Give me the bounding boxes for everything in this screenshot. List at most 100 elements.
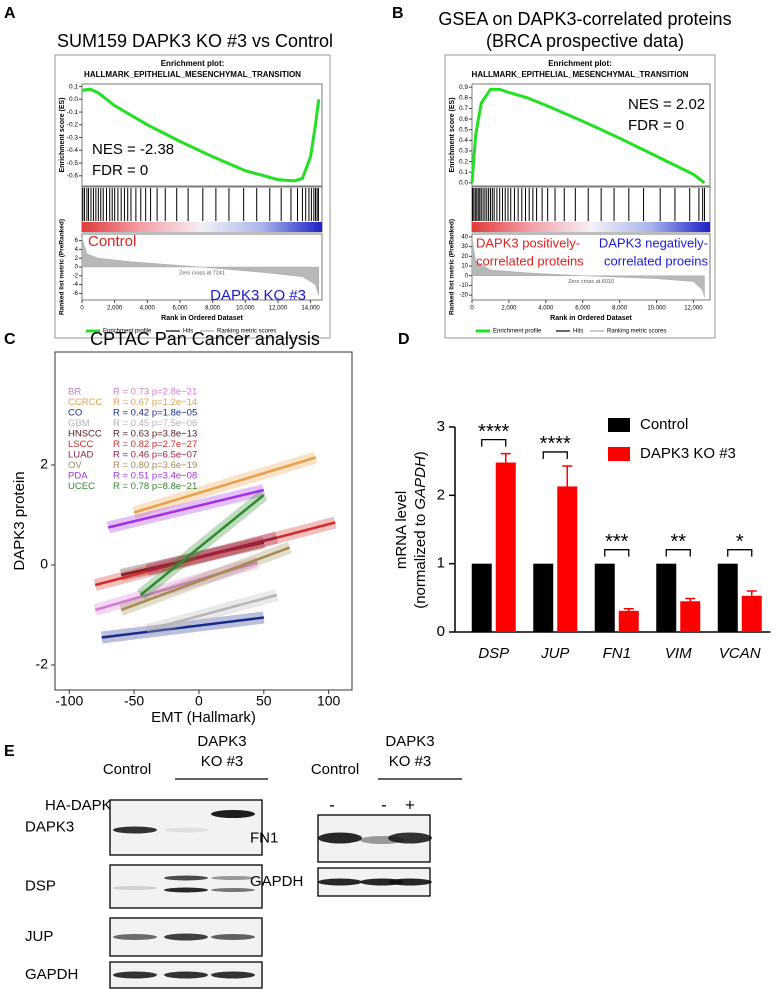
regression-line (101, 616, 264, 639)
band (211, 934, 255, 940)
y-tick-label: 2 (40, 456, 48, 472)
nes: NES = -2.38 (92, 141, 174, 158)
x-tick-label: 0 (195, 693, 203, 709)
x-tick-label: 10,000 (236, 306, 255, 312)
enrichment-curve (470, 87, 706, 185)
y-tick-label: 0 (437, 623, 445, 640)
right-label: DAPK3 negatively- (599, 235, 708, 250)
lane-header: Control (311, 761, 359, 778)
significance-bracket (665, 549, 691, 557)
regression-line (133, 456, 317, 514)
x-tick-label: 0 (80, 306, 84, 312)
blot-label: GAPDH (25, 966, 78, 983)
legend-swatch (608, 418, 630, 432)
treatment-sign: - (381, 795, 387, 814)
metric-tick-label: -2 (73, 273, 79, 279)
significance: **** (478, 421, 509, 443)
plot-heading: Enrichment plot: (161, 59, 225, 68)
zero-cross: Zero cross at 7241 (179, 270, 225, 276)
x-tick-label: 12,000 (269, 306, 288, 312)
legend-stats: R = 0.51 p=3.4e−08 (113, 471, 197, 482)
metric-tick-label: 10 (461, 264, 468, 270)
blot (109, 864, 263, 909)
panel-label: B (392, 5, 404, 22)
bar (594, 563, 615, 632)
panel-title: CPTAC Pan Cancer analysis (90, 329, 320, 349)
legend-stats: R = 0.73 p=2.8e−21 (113, 387, 197, 398)
y-tick-label: -0.3 (67, 134, 79, 141)
metric-tick-label: 4 (75, 247, 79, 253)
y-tick-label: 0.6 (459, 116, 468, 123)
y-tick-label: -0.2 (67, 122, 79, 129)
lane-header: DAPK3 (385, 733, 434, 750)
plot-frame (54, 351, 353, 691)
metric-tick-label: 20 (461, 254, 468, 260)
band (211, 971, 255, 979)
bar (680, 601, 701, 632)
x-tick-label: 0 (470, 306, 474, 312)
right-label: DAPK3 KO #3 (210, 287, 306, 304)
x-tick-label: 12,000 (684, 306, 703, 312)
metric-tick-label: 40 (461, 234, 468, 240)
y-tick-label: 0.0 (69, 96, 78, 103)
bar (741, 595, 762, 632)
significance: *** (605, 531, 629, 553)
treatment-label: HA-DAPK3 (45, 797, 120, 814)
zero-cross: Zero cross at 6010 (568, 279, 614, 285)
legend-name: HNSCC (68, 429, 102, 440)
error-bar (623, 608, 634, 611)
x-tick-label: 8,000 (612, 306, 628, 312)
lane-header: KO #3 (201, 753, 244, 770)
es-frame (81, 83, 323, 187)
band (318, 832, 362, 844)
x-tick-label: 50 (256, 693, 272, 709)
bar (717, 563, 738, 632)
regression-line (139, 494, 265, 596)
x-tick-label: DSP (478, 645, 509, 662)
significance: * (736, 531, 744, 553)
x-axis-label: EMT (Hallmark) (151, 709, 256, 726)
y-tick-label: -0.4 (67, 147, 79, 154)
metric-tick-label: 2 (75, 256, 79, 262)
y-tick-label: 3 (437, 418, 445, 435)
x-tick-label: 14,000 (301, 306, 320, 312)
band (113, 971, 157, 979)
x-tick-label: 4,000 (538, 306, 554, 312)
error-bar (500, 452, 511, 463)
es-frame (471, 83, 711, 187)
legend-name: GBM (68, 418, 90, 429)
right-label: correlated proeins (604, 253, 709, 268)
panel-label: C (4, 331, 16, 348)
x-axis-label: Rank in Ordered Dataset (161, 315, 243, 322)
x-tick-label: -100 (55, 693, 83, 709)
significance: **** (540, 433, 571, 455)
band (318, 878, 362, 886)
x-tick-label: -50 (124, 693, 144, 709)
y-tick-label: 0.9 (459, 84, 468, 91)
blot-label: JUP (25, 928, 53, 945)
x-tick-label: 2,000 (107, 306, 123, 312)
metric-tick-label: 0 (465, 273, 469, 279)
blot-label: GAPDH (250, 873, 303, 890)
y-axis-label: DAPK3 protein (11, 471, 28, 570)
band (113, 934, 157, 940)
treatment-sign: + (405, 795, 415, 814)
legend-swatch (608, 447, 630, 461)
band (164, 887, 208, 893)
metric-tick-label: 30 (461, 244, 468, 250)
panel-label: D (398, 331, 410, 348)
y-tick-label: 0.3 (459, 148, 468, 155)
regression-line (146, 593, 278, 632)
band (113, 826, 157, 834)
y-tick-label: 0 (40, 556, 48, 572)
y-tick-label: 2 (437, 486, 445, 503)
fdr: FDR = 0 (628, 117, 684, 134)
y-tick-label: -0.1 (67, 109, 79, 116)
y-axis-label-part: (normalized to (412, 510, 429, 609)
x-tick-label: 10,000 (647, 306, 666, 312)
x-tick-label: 6,000 (172, 306, 188, 312)
legend-name: CO (68, 408, 82, 419)
rank-color-bar (82, 222, 322, 232)
